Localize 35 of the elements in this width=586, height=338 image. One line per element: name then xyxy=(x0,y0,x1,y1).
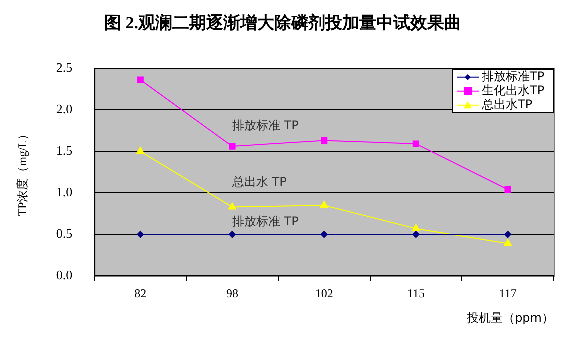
point xyxy=(320,137,328,144)
y-tick-label: 1.0 xyxy=(56,184,73,200)
point xyxy=(136,147,145,154)
point xyxy=(412,140,420,148)
point xyxy=(504,231,512,238)
point xyxy=(320,201,328,208)
point xyxy=(137,231,144,238)
x-tick-label: 102 xyxy=(315,286,334,301)
y-tick-label: 0.0 xyxy=(56,268,73,283)
x-tick-label: 82 xyxy=(134,286,147,301)
chart-title: 图 2.观澜二期逐渐增大除磷剂投加量中试效果曲 xyxy=(104,14,462,33)
annotation: 总出水 TP xyxy=(231,174,287,189)
point xyxy=(228,231,236,238)
point xyxy=(412,224,420,232)
x-axis-title: 投机量（ppm） xyxy=(466,310,554,325)
y-tick-label: 2.5 xyxy=(56,60,73,75)
legend-label: 总出水TP xyxy=(481,98,533,112)
y-tick-label: 2.0 xyxy=(56,101,73,116)
point xyxy=(229,143,236,150)
point xyxy=(504,186,512,194)
y-tick-label: 1.5 xyxy=(56,142,73,158)
legend-label: 生化出水TP xyxy=(482,84,545,98)
y-tick-label: 0.5 xyxy=(56,226,73,242)
point xyxy=(412,231,420,238)
point xyxy=(137,76,144,84)
point xyxy=(504,239,512,246)
annotation: 排放标准 TP xyxy=(232,118,299,133)
point xyxy=(228,202,236,210)
point xyxy=(320,231,328,238)
x-tick-label: 98 xyxy=(226,286,238,301)
x-tick-label: 117 xyxy=(499,286,517,301)
legend-label: 排放标准TP xyxy=(482,70,545,84)
annotation: 排放标准 TP xyxy=(232,214,299,228)
y-axis-title: TP浓度（mg/L） xyxy=(15,128,30,216)
x-tick-label: 115 xyxy=(407,286,425,301)
